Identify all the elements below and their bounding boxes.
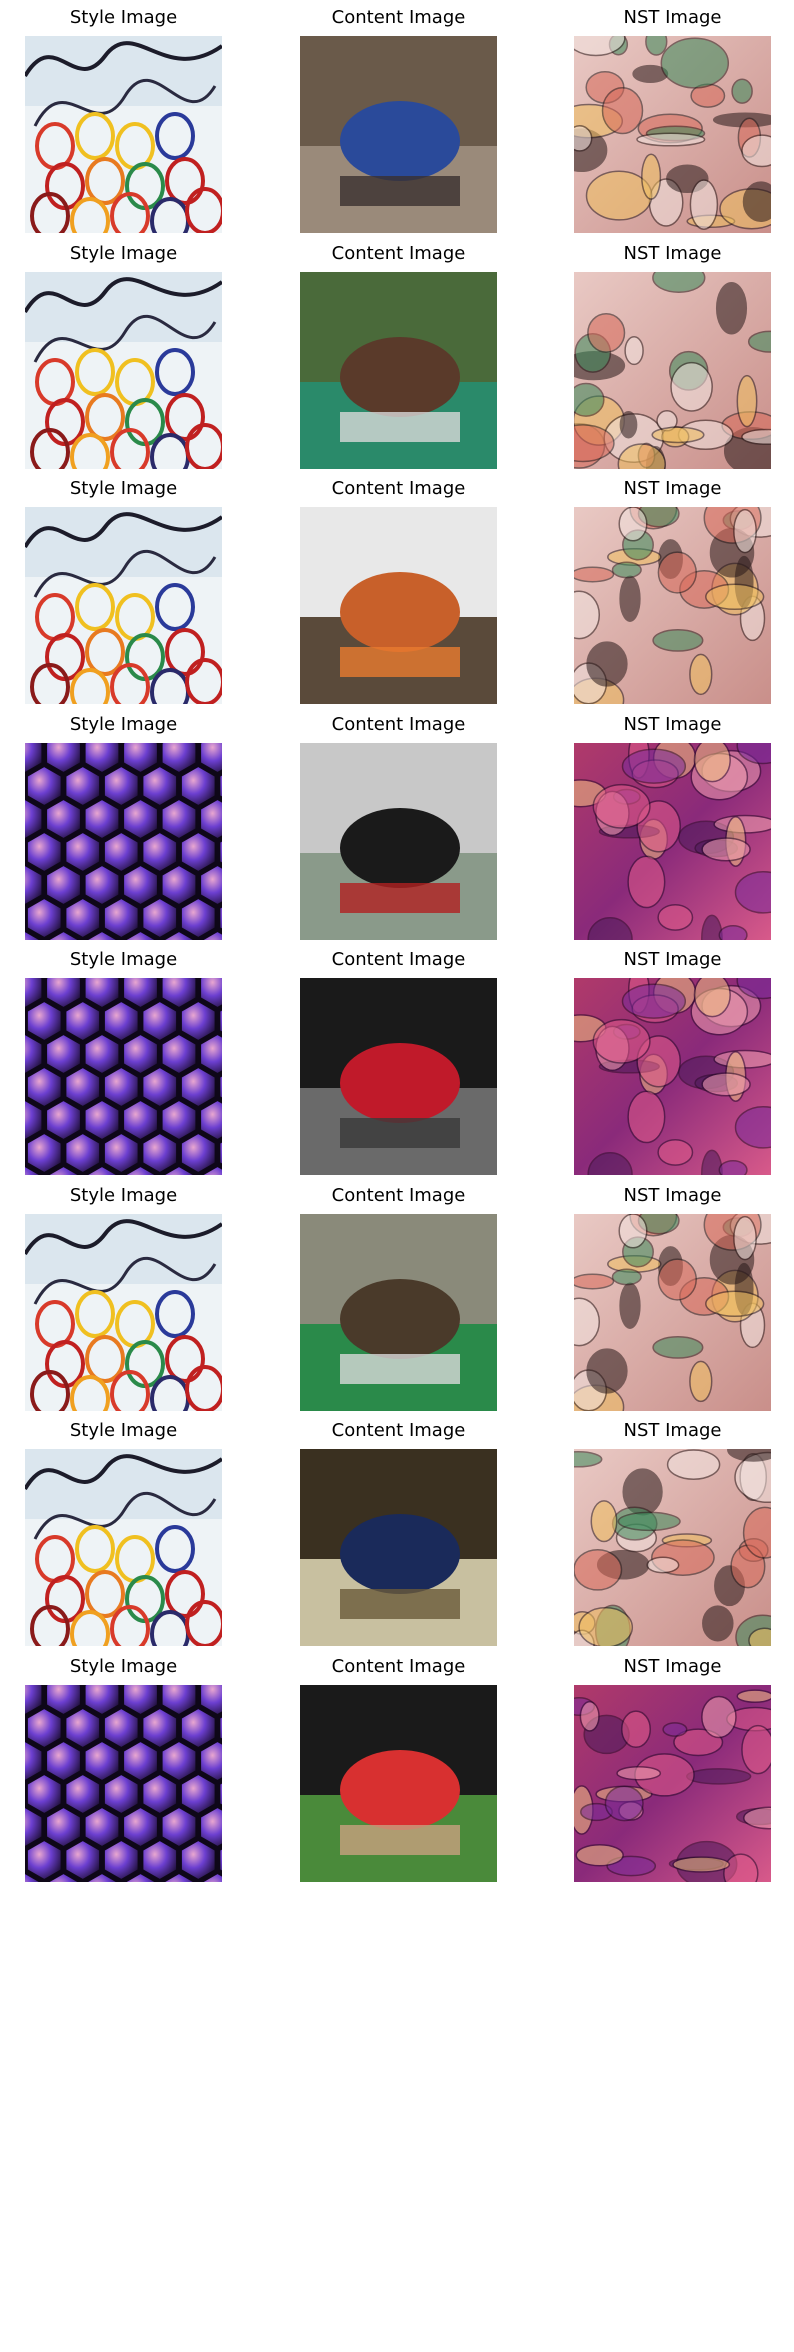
man-cooking-outdoors-photo	[300, 1684, 497, 1882]
swirl-style-painting-icon	[25, 1449, 222, 1646]
horse-jumping-photo	[300, 271, 497, 469]
style-image-title: Style Image	[69, 478, 178, 499]
nst-image-title: NST Image	[623, 1655, 722, 1677]
car-open-hood-photo	[300, 742, 497, 940]
content-image-title: Content Image	[331, 1420, 466, 1441]
content-image-title: Content Image	[331, 242, 466, 264]
nst-image-title: NST Image	[623, 478, 722, 499]
stylized-bed-output	[574, 978, 771, 1175]
stylized-sleeping-output	[574, 1449, 771, 1646]
content-image-title: Content Image	[331, 713, 466, 735]
hexagon-style-pattern-icon	[25, 742, 222, 940]
nst-image-title: NST Image	[623, 242, 722, 264]
swirl-style-painting-icon	[25, 36, 222, 233]
style-image-title: Style Image	[69, 1184, 178, 1206]
swirl-style-painting-icon	[25, 507, 222, 704]
style-image-title: Style Image	[69, 713, 178, 735]
content-image-title: Content Image	[331, 7, 466, 28]
stylized-bicycle-room-output	[574, 1213, 771, 1411]
hexagon-style-pattern-icon	[25, 978, 222, 1175]
stylized-car-output	[574, 742, 771, 940]
child-bicycle-room-photo	[300, 1213, 497, 1411]
style-image-title: Style Image	[69, 1655, 178, 1677]
stylized-dinner-table-output	[574, 507, 771, 704]
hexagon-style-pattern-icon	[25, 1684, 222, 1882]
content-image-title: Content Image	[331, 1184, 466, 1206]
swirl-style-painting-icon	[25, 1213, 222, 1411]
style-image-title: Style Image	[69, 1420, 178, 1441]
nst-image-title: NST Image	[623, 713, 722, 735]
bed-red-pillow-photo	[300, 978, 497, 1175]
content-image-title: Content Image	[331, 1655, 466, 1677]
nst-image-title: NST Image	[623, 1420, 722, 1441]
stylized-horse-jumping-output	[574, 271, 771, 469]
style-image-title: Style Image	[69, 7, 178, 28]
content-image-title: Content Image	[331, 478, 466, 499]
stylized-cooking-output	[574, 1684, 771, 1882]
content-image-title: Content Image	[331, 949, 466, 970]
style-image-title: Style Image	[69, 949, 178, 970]
style-image-title: Style Image	[69, 242, 178, 264]
dinner-table-photo	[300, 507, 497, 704]
nst-image-title: NST Image	[623, 7, 722, 28]
blue-locomotive-photo	[300, 36, 497, 233]
sleeping-on-floor-photo	[300, 1449, 497, 1646]
nst-image-title: NST Image	[623, 949, 722, 970]
nst-image-title: NST Image	[623, 1184, 722, 1206]
stylized-locomotive-output	[574, 36, 771, 233]
swirl-style-painting-icon	[25, 271, 222, 469]
